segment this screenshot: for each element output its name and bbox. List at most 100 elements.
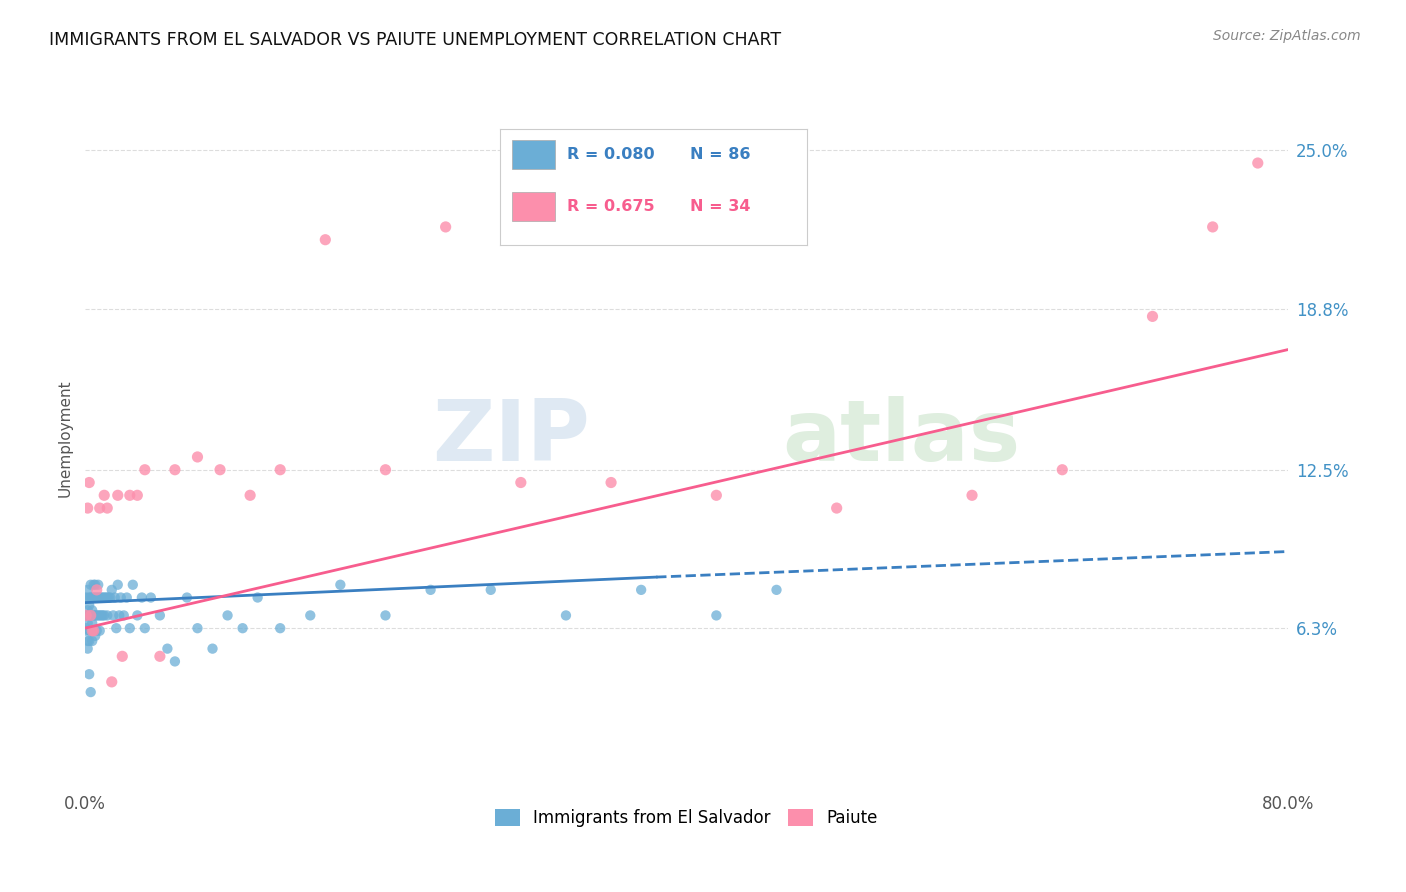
Point [134, 621, 156, 635]
Point [80, 685, 103, 699]
Point [419, 582, 441, 597]
Point [1052, 463, 1074, 477]
Point [104, 591, 127, 605]
Point [76, 501, 98, 516]
Point [77, 634, 100, 648]
Point [765, 582, 787, 597]
Point [239, 488, 262, 502]
Point [94, 591, 117, 605]
Text: atlas: atlas [783, 396, 1021, 479]
Point [86, 591, 108, 605]
Point [115, 591, 138, 605]
Point [118, 488, 141, 502]
Point [100, 674, 122, 689]
Point [186, 450, 208, 464]
Point [93, 488, 115, 502]
Point [555, 608, 578, 623]
Point [110, 591, 132, 605]
Point [374, 463, 396, 477]
Point [1201, 219, 1223, 234]
Point [80, 624, 103, 638]
Point [83, 624, 105, 638]
Point [89, 608, 111, 623]
Point [127, 608, 149, 623]
Point [76, 641, 98, 656]
Point [75, 624, 97, 638]
Point [1142, 310, 1164, 324]
Point [80, 608, 103, 623]
Point [960, 488, 983, 502]
Point [76, 582, 98, 597]
Point [82, 591, 104, 605]
Point [176, 591, 198, 605]
Point [84, 629, 107, 643]
Point [93, 591, 115, 605]
Point [77, 608, 100, 623]
Text: ZIP: ZIP [432, 396, 591, 479]
Point [156, 641, 179, 656]
Point [93, 608, 115, 623]
Point [118, 621, 141, 635]
Point [83, 591, 105, 605]
Point [127, 488, 149, 502]
Point [76, 634, 98, 648]
Point [107, 578, 129, 592]
Point [90, 608, 112, 623]
Point [208, 463, 231, 477]
Point [83, 608, 105, 623]
Text: Source: ZipAtlas.com: Source: ZipAtlas.com [1213, 29, 1361, 43]
Point [704, 488, 727, 502]
Point [86, 582, 108, 597]
Point [83, 578, 105, 592]
Point [75, 591, 97, 605]
Point [246, 591, 269, 605]
Point [82, 603, 104, 617]
Point [103, 608, 125, 623]
Point [77, 475, 100, 490]
Point [87, 578, 110, 592]
Point [77, 598, 100, 612]
Point [91, 608, 114, 623]
Y-axis label: Unemployment: Unemployment [58, 379, 72, 497]
Point [98, 591, 121, 605]
Point [77, 591, 100, 605]
Point [314, 233, 336, 247]
Point [149, 608, 172, 623]
Point [89, 624, 111, 638]
Point [86, 608, 108, 623]
Point [96, 608, 118, 623]
Point [374, 608, 396, 623]
Point [77, 624, 100, 638]
Point [509, 475, 531, 490]
Point [329, 578, 352, 592]
Point [82, 624, 104, 638]
Point [600, 475, 623, 490]
Point [479, 582, 502, 597]
Point [299, 608, 322, 623]
Point [83, 624, 105, 638]
Point [84, 608, 107, 623]
Point [186, 621, 208, 635]
Point [97, 591, 120, 605]
Point [77, 667, 100, 681]
Point [232, 621, 254, 635]
Point [1247, 156, 1270, 170]
Point [704, 608, 727, 623]
Point [201, 641, 224, 656]
Point [87, 608, 110, 623]
Point [100, 582, 122, 597]
Point [75, 608, 97, 623]
Point [82, 634, 104, 648]
Point [87, 591, 110, 605]
Point [217, 608, 239, 623]
Point [86, 624, 108, 638]
Point [108, 608, 131, 623]
Point [76, 616, 98, 631]
Point [105, 621, 128, 635]
Point [163, 463, 186, 477]
Legend: Immigrants from El Salvador, Paiute: Immigrants from El Salvador, Paiute [488, 802, 884, 834]
Point [75, 621, 97, 635]
Point [630, 582, 652, 597]
Point [111, 649, 134, 664]
Point [82, 616, 104, 631]
